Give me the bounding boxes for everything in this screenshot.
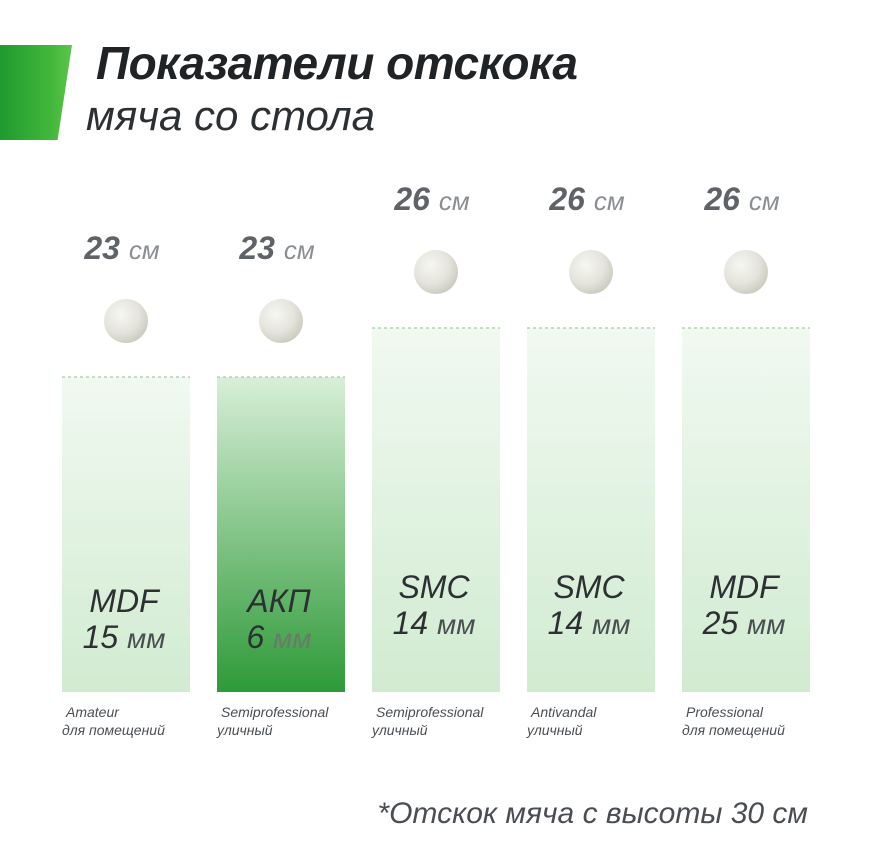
- table-usage: уличный: [526, 722, 583, 738]
- table-class: Antivandal: [530, 704, 597, 720]
- value-number: 26: [703, 181, 740, 217]
- material-name: SMC: [398, 569, 470, 605]
- thickness-space: [738, 605, 747, 641]
- tick-label-class: Professional: [686, 704, 764, 720]
- bar: [527, 328, 655, 692]
- ball: [259, 299, 303, 343]
- ball: [724, 250, 768, 295]
- tick-label-class: Amateur: [65, 704, 120, 720]
- data-label: 23 см: [238, 230, 314, 266]
- thickness-value: 15: [83, 619, 119, 655]
- bar-thickness: 25 мм: [702, 605, 786, 641]
- value-space: [585, 181, 594, 217]
- thickness-space: [118, 619, 127, 655]
- data-label: 26 см: [703, 181, 779, 217]
- value-space: [120, 230, 129, 266]
- bar-material: MDF: [709, 569, 781, 605]
- thickness-value: 14: [548, 605, 584, 641]
- thickness-value: 14: [393, 605, 429, 641]
- bar: [217, 377, 345, 692]
- value-unit: см: [749, 186, 780, 216]
- data-label: 26 см: [548, 181, 624, 217]
- tick-label-usage: для помещений: [682, 722, 785, 738]
- bar: [62, 377, 190, 692]
- value-unit: см: [594, 186, 625, 216]
- table-usage: для помещений: [62, 722, 165, 738]
- value-unit: см: [284, 235, 315, 265]
- table-usage: уличный: [216, 722, 273, 738]
- bar-thickness: 6 мм: [246, 619, 311, 655]
- ball: [414, 250, 458, 295]
- table-usage: для помещений: [682, 722, 785, 738]
- tick-label-usage: уличный: [371, 722, 428, 738]
- bar-material: SMC: [553, 569, 625, 605]
- ball: [569, 250, 613, 295]
- table-usage: уличный: [371, 722, 428, 738]
- bar-thickness: 14 мм: [548, 605, 631, 641]
- value-unit: см: [439, 186, 470, 216]
- value-space: [430, 181, 439, 217]
- table-class: Semiprofessional: [376, 704, 484, 720]
- value-space: [275, 230, 284, 266]
- tick-label-usage: уличный: [216, 722, 273, 738]
- table-class: Professional: [686, 704, 764, 720]
- tick-label-usage: уличный: [526, 722, 583, 738]
- table-class: Amateur: [65, 704, 120, 720]
- tick-label-class: Semiprofessional: [376, 704, 484, 720]
- value-unit: см: [129, 235, 160, 265]
- ball: [104, 299, 148, 343]
- value-space: [740, 181, 749, 217]
- tick-label-class: Semiprofessional: [221, 704, 329, 720]
- thickness-space: [264, 619, 273, 655]
- tick-label-usage: для помещений: [62, 722, 165, 738]
- material-name: АКП: [245, 583, 311, 619]
- value-number: 23: [238, 230, 275, 266]
- tick-label-class: Antivandal: [530, 704, 597, 720]
- bar-material: АКП: [245, 583, 311, 619]
- thickness-value: 6: [246, 619, 264, 655]
- thickness-value: 25: [702, 605, 739, 641]
- value-number: 23: [83, 230, 120, 266]
- thickness-space: [428, 605, 437, 641]
- thickness-space: [583, 605, 592, 641]
- bar: [682, 328, 810, 692]
- thickness-unit: мм: [273, 623, 311, 654]
- footnote: *Отскок мяча с высоты 30 см: [377, 797, 808, 830]
- bar-material: MDF: [89, 583, 161, 619]
- material-name: MDF: [89, 583, 161, 619]
- page-title: Показатели отскока: [96, 37, 578, 89]
- data-label: 23 см: [83, 230, 159, 266]
- thickness-unit: мм: [127, 623, 165, 654]
- value-number: 26: [548, 181, 585, 217]
- thickness-unit: мм: [747, 609, 785, 640]
- value-number: 26: [393, 181, 430, 217]
- material-name: MDF: [709, 569, 781, 605]
- bar-thickness: 14 мм: [393, 605, 476, 641]
- thickness-unit: мм: [437, 609, 475, 640]
- bar-thickness: 15 мм: [83, 619, 166, 655]
- bar-material: SMC: [398, 569, 470, 605]
- page-subtitle: мяча со стола: [86, 92, 376, 139]
- table-class: Semiprofessional: [221, 704, 329, 720]
- bar: [372, 328, 500, 692]
- data-label: 26 см: [393, 181, 469, 217]
- thickness-unit: мм: [592, 609, 630, 640]
- material-name: SMC: [553, 569, 625, 605]
